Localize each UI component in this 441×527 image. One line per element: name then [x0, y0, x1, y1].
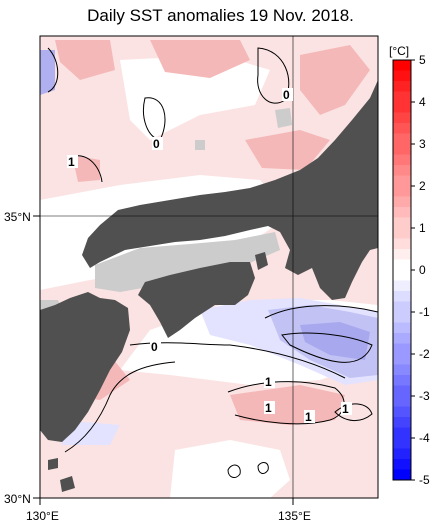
contour-label: 1 — [265, 401, 272, 415]
contour-label: 0 — [153, 137, 160, 151]
colorbar-segment — [393, 459, 411, 470]
contour-label: 1 — [265, 375, 272, 389]
anomaly-zero-region-far-south — [170, 440, 290, 498]
colorbar-segment — [393, 144, 411, 155]
colorbar: [°C] 5 4 3 2 1 0 -1 -2 -3 -4 -5 — [389, 44, 430, 487]
map-title: Daily SST anomalies 19 Nov. 2018. — [87, 6, 354, 25]
colorbar-tick-label: 1 — [419, 221, 426, 235]
graticule — [40, 36, 378, 498]
colorbar-segment — [393, 301, 411, 313]
warm-patch-7 — [230, 385, 345, 425]
warm-patch-3 — [300, 45, 370, 115]
colorbar-segment — [393, 354, 411, 365]
warm-patch-1 — [55, 40, 115, 80]
lat-label-35n: 35°N — [4, 210, 31, 224]
warm-patch-5 — [72, 155, 100, 182]
contour-label: 1 — [305, 410, 312, 424]
land-island — [60, 476, 75, 492]
colorbar-segment — [393, 154, 411, 166]
colorbar-tick-label: -1 — [419, 305, 430, 319]
colorbar-segment — [393, 249, 411, 260]
lon-label-135e: 135°E — [278, 509, 311, 523]
land-kyushu — [40, 292, 130, 442]
colorbar-segment — [393, 228, 411, 239]
colorbar-segment — [393, 375, 411, 386]
no-data-patch — [275, 108, 292, 128]
colorbar-segment — [393, 70, 411, 82]
contour-label: 1 — [342, 402, 349, 416]
colorbar-tick-label: -3 — [419, 389, 430, 403]
colorbar-tick-label: -2 — [419, 347, 430, 361]
colorbar-segment — [393, 186, 411, 197]
colorbar-segment — [393, 81, 411, 92]
colorbar-segment — [393, 385, 411, 397]
cool-patch-west — [40, 50, 55, 95]
colorbar-segment — [393, 60, 411, 71]
no-data-dot — [195, 140, 205, 150]
colorbar-segment — [393, 270, 411, 281]
land-honshu — [82, 80, 378, 300]
warm-patch-4 — [245, 130, 330, 170]
colorbar-tick-label: 5 — [419, 53, 426, 67]
no-data-seto — [95, 232, 280, 292]
land-island-2 — [48, 458, 58, 470]
colorbar-tick-label: -5 — [419, 473, 430, 487]
colorbar-segment — [393, 406, 411, 418]
colorbar-blocks — [393, 60, 411, 481]
map-frame — [39, 35, 379, 499]
lat-label-30n: 30°N — [4, 492, 31, 506]
colorbar-segment — [393, 291, 411, 302]
colorbar-segment — [393, 207, 411, 218]
colorbar-segment — [393, 196, 411, 208]
colorbar-segment — [393, 102, 411, 113]
colorbar-segment — [393, 133, 411, 145]
colorbar-ticks: 5 4 3 2 1 0 -1 -2 -3 -4 -5 — [411, 53, 430, 487]
colorbar-unit: [°C] — [389, 44, 409, 58]
colorbar-segment — [393, 364, 411, 376]
lon-label-130e: 130°E — [26, 509, 59, 523]
anomaly-zero-region-north — [120, 55, 270, 140]
colorbar-segment — [393, 427, 411, 439]
colorbar-segment — [393, 438, 411, 449]
colorbar-segment — [393, 165, 411, 176]
map-area — [40, 36, 378, 498]
colorbar-segment — [393, 333, 411, 344]
colorbar-segment — [393, 469, 411, 481]
colorbar-segment — [393, 259, 411, 271]
cool-region-core — [300, 322, 370, 360]
colorbar-segment — [393, 280, 411, 292]
colorbar-segment — [393, 175, 411, 187]
colorbar-segment — [393, 91, 411, 103]
colorbar-segment — [393, 112, 411, 124]
colorbar-segment — [393, 417, 411, 428]
land-shikoku — [138, 262, 255, 338]
contour-label: 0 — [283, 88, 290, 102]
tick-marks — [33, 215, 294, 505]
colorbar-segment — [393, 238, 411, 250]
colorbar-tick-label: 4 — [419, 95, 426, 109]
colorbar-tick-label: -4 — [419, 431, 430, 445]
colorbar-segment — [393, 322, 411, 334]
contour-label: 0 — [151, 340, 158, 354]
colorbar-tick-label: 2 — [419, 179, 426, 193]
warm-patch-2 — [150, 40, 250, 78]
contour-label: 1 — [68, 155, 75, 169]
colorbar-tick-label: 3 — [419, 137, 426, 151]
colorbar-tick-label: 0 — [419, 263, 426, 277]
land-awaji — [255, 252, 268, 270]
colorbar-segment — [393, 217, 411, 229]
colorbar-segment — [393, 343, 411, 355]
colorbar-segment — [393, 448, 411, 460]
colorbar-segment — [393, 123, 411, 134]
contour-label-group: 0 0 1 0 1 1 1 1 — [67, 88, 352, 424]
colorbar-segment — [393, 396, 411, 407]
colorbar-segment — [393, 312, 411, 323]
